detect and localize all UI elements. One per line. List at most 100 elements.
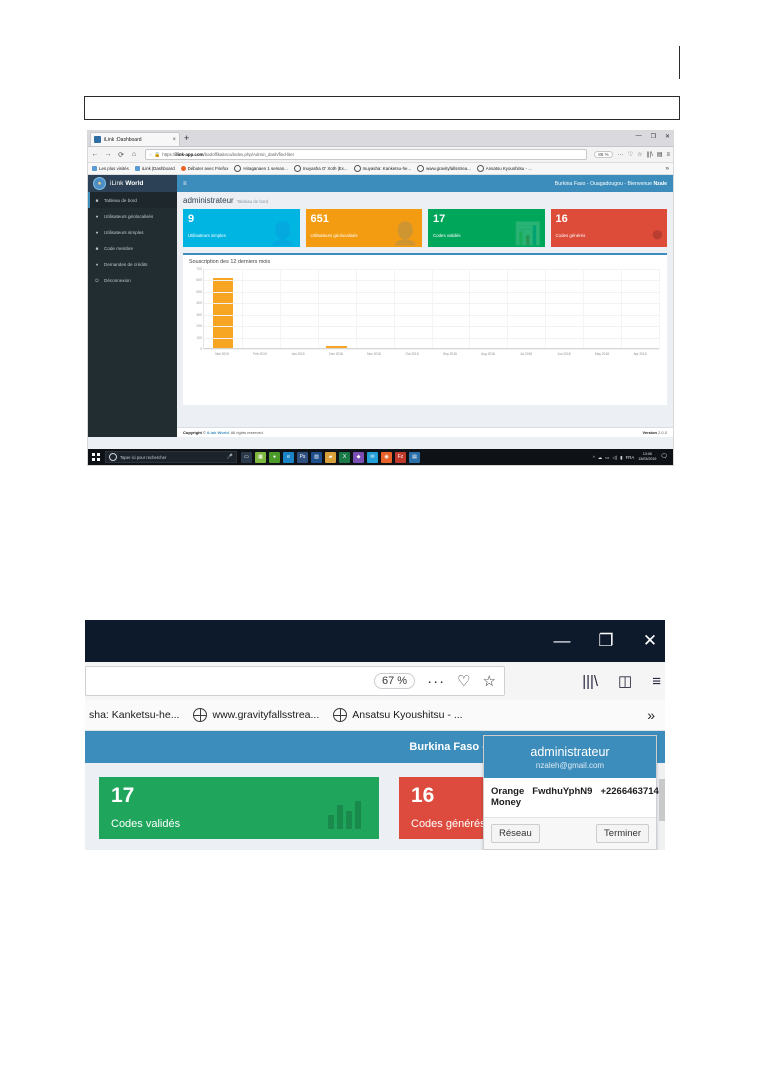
- sidebar-item-code-membre[interactable]: ■ Code membre: [88, 240, 177, 256]
- library-icon[interactable]: |||\: [646, 151, 653, 158]
- sidebar-icon[interactable]: ◫: [618, 673, 633, 690]
- forward-icon[interactable]: →: [104, 151, 112, 158]
- reload-icon[interactable]: ⟳: [118, 151, 124, 159]
- star-icon[interactable]: ☆: [637, 152, 643, 158]
- sidebar-item-deconnexion[interactable]: ⏻ Déconnexion: [88, 272, 177, 288]
- operator-label: Orange Money: [491, 786, 525, 808]
- figure-zoomed-crop: — ❐ ✕ 67 % ··· ♡ ☆ |||\ ◫ ≡ sha: Kankets…: [85, 620, 665, 850]
- zoom-level-indicator[interactable]: 86 %: [594, 151, 613, 158]
- sidebar-item-tableau-de-bord[interactable]: ■ Tableau de bord: [88, 192, 177, 208]
- zoom-level-indicator[interactable]: 67 %: [374, 673, 416, 689]
- task-view-icon[interactable]: ▭: [241, 451, 252, 463]
- app2-icon[interactable]: ◆: [353, 451, 364, 463]
- chart-vertical-gridline: [431, 269, 433, 349]
- mail-icon[interactable]: ✉: [367, 451, 378, 463]
- app3-icon[interactable]: ▤: [409, 451, 420, 463]
- ellipsis-icon[interactable]: ···: [427, 672, 446, 690]
- close-window-icon[interactable]: ✕: [642, 631, 658, 650]
- taskbar-clock[interactable]: 13:06 15/03/2019: [638, 452, 656, 462]
- bookmark-item[interactable]: sha: Kanketsu-he...: [89, 709, 179, 721]
- back-icon[interactable]: ←: [91, 151, 99, 158]
- taskbar-search-input[interactable]: Taper ici pour rechercher 🎤: [105, 451, 237, 463]
- shield-icon: ◌: [149, 151, 152, 158]
- chart-x-tick: Mar 2019: [215, 352, 229, 356]
- folder-icon[interactable]: ▰: [325, 451, 336, 463]
- menu-icon[interactable]: ≡: [652, 672, 661, 690]
- firefox-icon: [180, 166, 186, 171]
- minimize-icon[interactable]: —: [553, 631, 571, 650]
- menu-icon[interactable]: ≡: [666, 151, 670, 158]
- photoshop-icon[interactable]: Ps: [297, 451, 308, 463]
- sidebar-item-utilisateurs-geolocalises[interactable]: ● Utilisateurs géolocalisés: [88, 208, 177, 224]
- sidebar-item-utilisateurs-simples[interactable]: ● Utilisateurs simples: [88, 224, 177, 240]
- store-icon[interactable]: ▦: [255, 451, 266, 463]
- scrollbar-track[interactable]: [659, 763, 665, 850]
- app-icon[interactable]: ▨: [311, 451, 322, 463]
- excel-icon[interactable]: X: [339, 451, 350, 463]
- sidebar-toggle-icon[interactable]: ≡: [183, 180, 187, 187]
- maximize-icon[interactable]: ❐: [650, 134, 656, 140]
- bookmark-item[interactable]: Inuyasha: Kanketsu-he...: [353, 165, 411, 172]
- network-icon[interactable]: ▭: [605, 454, 610, 460]
- pocket-icon[interactable]: ♡: [457, 673, 471, 690]
- new-tab-button[interactable]: +: [184, 133, 190, 143]
- browser-tab[interactable]: iLink :Dashboard ×: [90, 132, 180, 146]
- app-logo-area[interactable]: ● iLink World: [88, 175, 177, 192]
- bookmark-item[interactable]: www.gravityfallsstrea...: [417, 165, 471, 172]
- volume-icon[interactable]: ◁): [612, 454, 618, 460]
- bookmark-item[interactable]: www.gravityfallsstrea...: [193, 708, 319, 722]
- bookmarks-overflow-icon[interactable]: »: [647, 707, 655, 723]
- bookmark-item[interactable]: Les plus visités: [92, 166, 129, 171]
- stat-card-utilisateurs-geolocalises[interactable]: 651 Utilisateurs géolocalisés 👤: [305, 209, 422, 247]
- bookmark-label: iLink |Dashboard: [141, 166, 175, 171]
- notification-icon[interactable]: 🗨: [660, 453, 668, 460]
- sidebar-item-demandes-de-credits[interactable]: ♦ Demandes de crédits: [88, 256, 177, 272]
- chart-bar[interactable]: [212, 277, 234, 349]
- library-icon[interactable]: |||\: [582, 672, 599, 690]
- terminer-button[interactable]: Terminer: [596, 824, 649, 843]
- stat-card-codes-generes[interactable]: 16 Codes générés ●: [550, 209, 667, 247]
- microphone-icon[interactable]: 🎤: [226, 454, 233, 460]
- stat-card-codes-valides[interactable]: 17 Codes validés: [99, 777, 379, 839]
- chart-bar-column[interactable]: [318, 269, 356, 349]
- chart-bar[interactable]: [326, 345, 348, 349]
- scrollbar-thumb[interactable]: [659, 779, 665, 821]
- reseau-button[interactable]: Réseau: [491, 824, 540, 843]
- zoom-bookmarks-bar: sha: Kanketsu-he... www.gravityfallsstre…: [85, 700, 665, 731]
- pocket-icon[interactable]: ♡: [627, 152, 634, 158]
- home-icon[interactable]: ⌂: [131, 151, 137, 158]
- bookmark-item[interactable]: Inuyasha O' Xoth |Ex...: [293, 165, 348, 172]
- stat-value: 17: [111, 784, 135, 807]
- onedrive-icon[interactable]: ☁: [597, 454, 603, 460]
- bookmark-label: Hiraganaen 1 seman...: [243, 166, 288, 171]
- page-text-box: [84, 96, 680, 120]
- chrome-icon[interactable]: ●: [269, 451, 280, 463]
- close-icon[interactable]: ×: [172, 136, 176, 143]
- chevron-up-icon[interactable]: ^: [592, 454, 595, 460]
- address-bar[interactable]: ◌ 🔒 https://ilink-app.com/badoffikaiteca…: [145, 149, 588, 160]
- edge-icon[interactable]: e: [283, 451, 294, 463]
- maximize-icon[interactable]: ❐: [598, 631, 614, 650]
- star-icon[interactable]: ☆: [482, 673, 496, 690]
- language-indicator[interactable]: FRA: [625, 454, 635, 460]
- zoom-address-bar[interactable]: 67 % ··· ♡ ☆: [85, 666, 505, 696]
- bookmark-item[interactable]: Ansatsu Kyoushitsu - ...: [333, 708, 463, 722]
- minimize-icon[interactable]: —: [635, 133, 642, 139]
- bookmark-item[interactable]: Débuter avec Firefox: [180, 166, 228, 171]
- sidebar-icon[interactable]: ▤: [656, 152, 663, 158]
- chart-bar-column[interactable]: [204, 269, 242, 349]
- bookmark-item[interactable]: Ansatsu Kyoushitsu - ...: [476, 165, 532, 172]
- stat-card-utilisateurs-simples[interactable]: 9 Utilisateurs simples 👤: [183, 209, 300, 247]
- bookmark-item[interactable]: Hiraganaen 1 seman...: [234, 165, 288, 172]
- bookmarks-overflow-icon[interactable]: »: [665, 165, 669, 172]
- fz-icon[interactable]: Fz: [395, 451, 406, 463]
- start-button[interactable]: [90, 451, 102, 463]
- footer-brand-link[interactable]: iLink World: [207, 430, 229, 435]
- close-window-icon[interactable]: ✕: [664, 134, 670, 140]
- firefox-icon[interactable]: ◉: [381, 451, 392, 463]
- battery-icon[interactable]: ▮: [620, 454, 623, 460]
- ellipsis-icon[interactable]: ···: [617, 151, 624, 158]
- stat-card-codes-valides[interactable]: 17 Codes validés 📊: [428, 209, 545, 247]
- bookmark-item[interactable]: iLink |Dashboard: [134, 166, 175, 171]
- chart-gridline: [204, 349, 659, 350]
